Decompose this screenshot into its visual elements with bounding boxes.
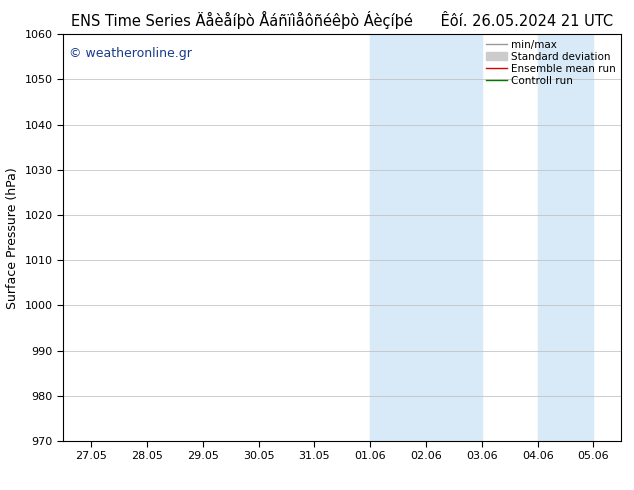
Bar bbox=[538, 34, 593, 441]
Legend: min/max, Standard deviation, Ensemble mean run, Controll run: min/max, Standard deviation, Ensemble me… bbox=[484, 37, 618, 88]
Bar bbox=[370, 34, 426, 441]
Bar bbox=[426, 34, 482, 441]
Text: © weatheronline.gr: © weatheronline.gr bbox=[69, 47, 192, 59]
Title: ENS Time Series Äåèåíþò Åáñïìåôñéêþò Áèçíþé      Êôí. 26.05.2024 21 UTC: ENS Time Series Äåèåíþò Åáñïìåôñéêþò Áèç… bbox=[71, 11, 614, 29]
Y-axis label: Surface Pressure (hPa): Surface Pressure (hPa) bbox=[6, 167, 19, 309]
